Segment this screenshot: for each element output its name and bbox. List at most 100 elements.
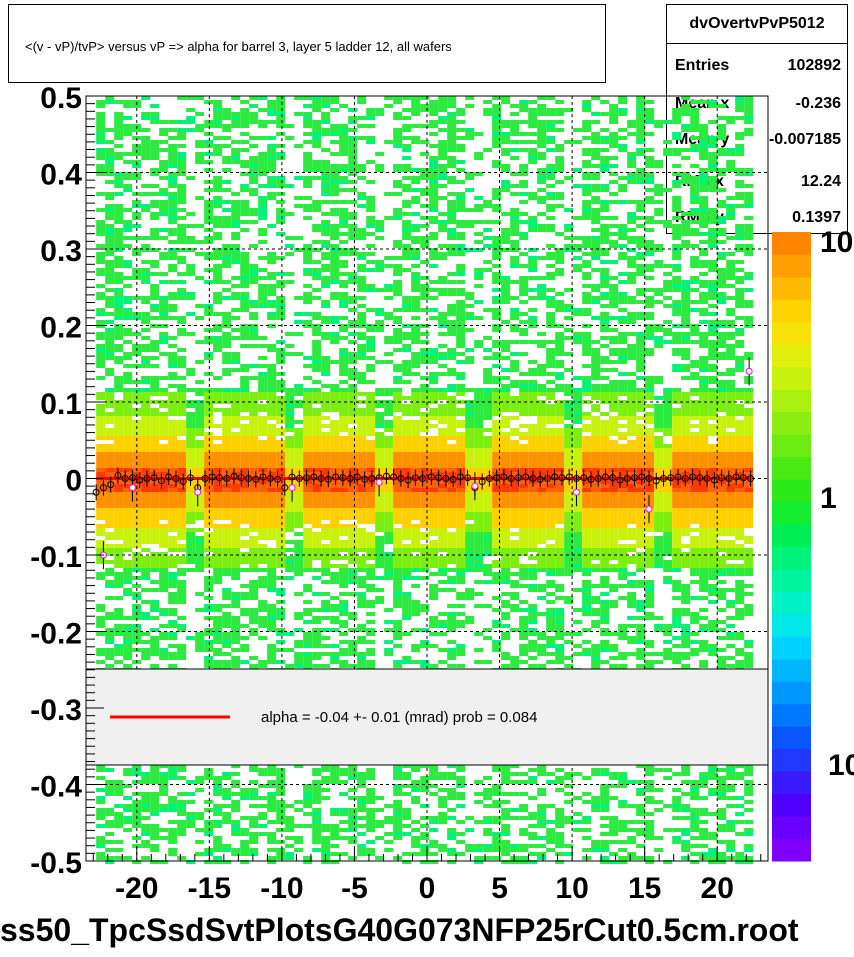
heatmap-cell [645, 452, 655, 456]
heatmap-cell [267, 300, 277, 304]
heatmap-cell [510, 428, 520, 432]
heatmap-cell [726, 452, 736, 456]
heatmap-cell [204, 448, 214, 452]
heatmap-cell [708, 268, 718, 272]
heatmap-cell [339, 212, 349, 216]
heatmap-cell [159, 272, 169, 276]
heatmap-cell [492, 104, 502, 108]
heatmap-cell [609, 452, 619, 456]
heatmap-cell [96, 228, 106, 232]
heatmap-cell [483, 416, 493, 420]
heatmap-cell [366, 200, 376, 204]
heatmap-cell [510, 416, 520, 420]
heatmap-cell [663, 320, 673, 324]
heatmap-cell [483, 404, 493, 408]
heatmap-cell [438, 332, 448, 336]
heatmap-cell [438, 184, 448, 188]
heatmap-cell [393, 464, 403, 468]
heatmap-cell [258, 212, 268, 216]
heatmap-cell [375, 260, 385, 264]
heatmap-cell [168, 120, 178, 124]
heatmap-cell [348, 456, 358, 460]
heatmap-cell [159, 436, 169, 440]
heatmap-cell [591, 140, 601, 144]
heatmap-cell [420, 288, 430, 292]
heatmap-cell [123, 328, 133, 332]
heatmap-cell [240, 368, 250, 372]
heatmap-cell [96, 488, 106, 492]
heatmap-cell [519, 104, 529, 108]
heatmap-cell [555, 464, 565, 468]
heatmap-cell [222, 388, 232, 392]
heatmap-cell [474, 276, 484, 280]
heatmap-cell [438, 220, 448, 224]
heatmap-cell [744, 112, 754, 116]
heatmap-cell [447, 388, 457, 392]
heatmap-cell [483, 440, 493, 444]
heatmap-cell [393, 112, 403, 116]
heatmap-cell [303, 272, 313, 276]
heatmap-cell [519, 340, 529, 344]
heatmap-cell [411, 328, 421, 332]
heatmap-cell [654, 500, 664, 504]
heatmap-cell [141, 432, 151, 436]
heatmap-cell [303, 324, 313, 328]
heatmap-cell [141, 268, 151, 272]
heatmap-cell [546, 256, 556, 260]
heatmap-cell [402, 308, 412, 312]
heatmap-cell [501, 180, 511, 184]
heatmap-cell [276, 284, 286, 288]
heatmap-cell [366, 496, 376, 500]
heatmap-cell [600, 296, 610, 300]
heatmap-cell [600, 284, 610, 288]
heatmap-cell [474, 472, 484, 476]
heatmap-cell [663, 500, 673, 504]
heatmap-cell [204, 328, 214, 332]
heatmap-cell [240, 504, 250, 508]
heatmap-cell [519, 276, 529, 280]
heatmap-cell [168, 488, 178, 492]
heatmap-cell [672, 424, 682, 428]
heatmap-cell [591, 392, 601, 396]
heatmap-cell [528, 440, 538, 444]
heatmap-cell [627, 484, 637, 488]
heatmap-cell [150, 424, 160, 428]
heatmap-cell [600, 260, 610, 264]
heatmap-cell [681, 180, 691, 184]
heatmap-cell [411, 408, 421, 412]
heatmap-cell [672, 352, 682, 356]
heatmap-cell [330, 396, 340, 400]
heatmap-cell [699, 472, 709, 476]
heatmap-cell [672, 172, 682, 176]
heatmap-cell [159, 444, 169, 448]
heatmap-cell [249, 116, 259, 120]
heatmap-cell [276, 448, 286, 452]
heatmap-cell [213, 188, 223, 192]
heatmap-cell [627, 164, 637, 168]
heatmap-cell [537, 172, 547, 176]
heatmap-cell [249, 316, 259, 320]
heatmap-cell [573, 420, 583, 424]
heatmap-cell [447, 148, 457, 152]
heatmap-cell [312, 340, 322, 344]
heatmap-cell [456, 220, 466, 224]
heatmap-cell [501, 460, 511, 464]
heatmap-cell [618, 272, 628, 276]
heatmap-cell [609, 224, 619, 228]
heatmap-cell [213, 120, 223, 124]
heatmap-cell [258, 424, 268, 428]
heatmap-cell [240, 520, 250, 524]
heatmap-cell [330, 256, 340, 260]
heatmap-cell [141, 472, 151, 476]
heatmap-cell [303, 140, 313, 144]
heatmap-cell [438, 96, 448, 100]
heatmap-cell [105, 228, 115, 232]
heatmap-cell [312, 312, 322, 316]
heatmap-cell [699, 428, 709, 432]
heatmap-cell [465, 456, 475, 460]
heatmap-cell [735, 276, 745, 280]
heatmap-cell [105, 404, 115, 408]
heatmap-cell [555, 204, 565, 208]
heatmap-cell [483, 460, 493, 464]
heatmap-cell [456, 224, 466, 228]
